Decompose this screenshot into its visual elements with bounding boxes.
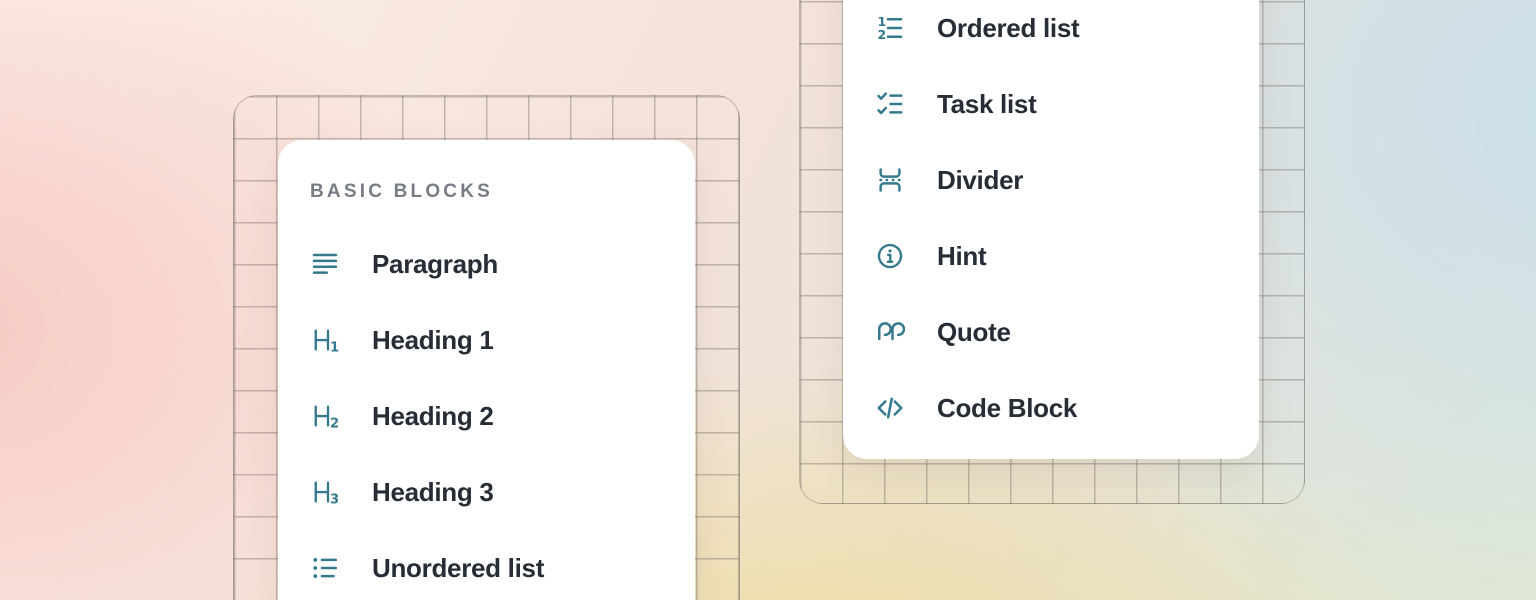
- menu-item-task-list[interactable]: Task list: [843, 66, 1259, 142]
- svg-text:1: 1: [330, 340, 339, 355]
- menu-item-label: Heading 2: [372, 400, 494, 431]
- menu-item-label: Quote: [937, 316, 1011, 347]
- menu-item-divider[interactable]: Divider: [843, 142, 1259, 218]
- paragraph-icon: [310, 249, 340, 279]
- menu-item-label: Hint: [937, 240, 987, 271]
- task-list-icon: [875, 89, 905, 119]
- svg-text:3: 3: [330, 492, 339, 507]
- basic-blocks-menu: BASIC BLOCKS Paragraph 1 Heading 1 2 Heading…: [278, 140, 695, 600]
- menu-item-label: Unordered list: [372, 552, 545, 583]
- menu-item-ordered-list[interactable]: 1 2 Ordered list: [843, 0, 1259, 66]
- menu-item-unordered-list[interactable]: Unordered list: [278, 530, 695, 600]
- menu-item-label: Code Block: [937, 392, 1078, 423]
- svg-text:2: 2: [330, 416, 339, 431]
- advanced-blocks-item-list: 1 2 Ordered list Task list Divider Hint Quote C…: [843, 0, 1259, 446]
- menu-item-heading-1[interactable]: 1 Heading 1: [278, 302, 695, 378]
- menu-item-label: Divider: [937, 164, 1024, 195]
- quote-icon: [875, 317, 905, 347]
- menu-item-hint[interactable]: Hint: [843, 218, 1259, 294]
- advanced-blocks-menu: 1 2 Ordered list Task list Divider Hint Quote C…: [843, 0, 1259, 459]
- menu-item-code-block[interactable]: Code Block: [843, 370, 1259, 446]
- menu-item-heading-2[interactable]: 2 Heading 2: [278, 378, 695, 454]
- heading-2-icon: 2: [310, 401, 340, 431]
- menu-item-quote[interactable]: Quote: [843, 294, 1259, 370]
- divider-icon: [875, 165, 905, 195]
- unordered-list-icon: [310, 553, 340, 583]
- grid-panel-left: BASIC BLOCKS Paragraph 1 Heading 1 2 Heading…: [233, 95, 740, 600]
- heading-3-icon: 3: [310, 477, 340, 507]
- basic-blocks-item-list: Paragraph 1 Heading 1 2 Heading 2 3 Heading 3 U…: [278, 226, 695, 600]
- grid-panel-right: 1 2 Ordered list Task list Divider Hint Quote C…: [799, 0, 1305, 504]
- hint-icon: [875, 241, 905, 271]
- heading-1-icon: 1: [310, 325, 340, 355]
- menu-item-paragraph[interactable]: Paragraph: [278, 226, 695, 302]
- svg-text:1: 1: [878, 14, 887, 29]
- menu-item-heading-3[interactable]: 3 Heading 3: [278, 454, 695, 530]
- menu-item-label: Ordered list: [937, 12, 1080, 43]
- svg-text:2: 2: [878, 27, 887, 42]
- code-block-icon: [875, 393, 905, 423]
- menu-item-label: Heading 3: [372, 476, 494, 507]
- menu-item-label: Task list: [937, 88, 1037, 119]
- section-title: BASIC BLOCKS: [310, 181, 494, 202]
- menu-item-label: Heading 1: [372, 324, 494, 355]
- menu-item-label: Paragraph: [372, 248, 498, 279]
